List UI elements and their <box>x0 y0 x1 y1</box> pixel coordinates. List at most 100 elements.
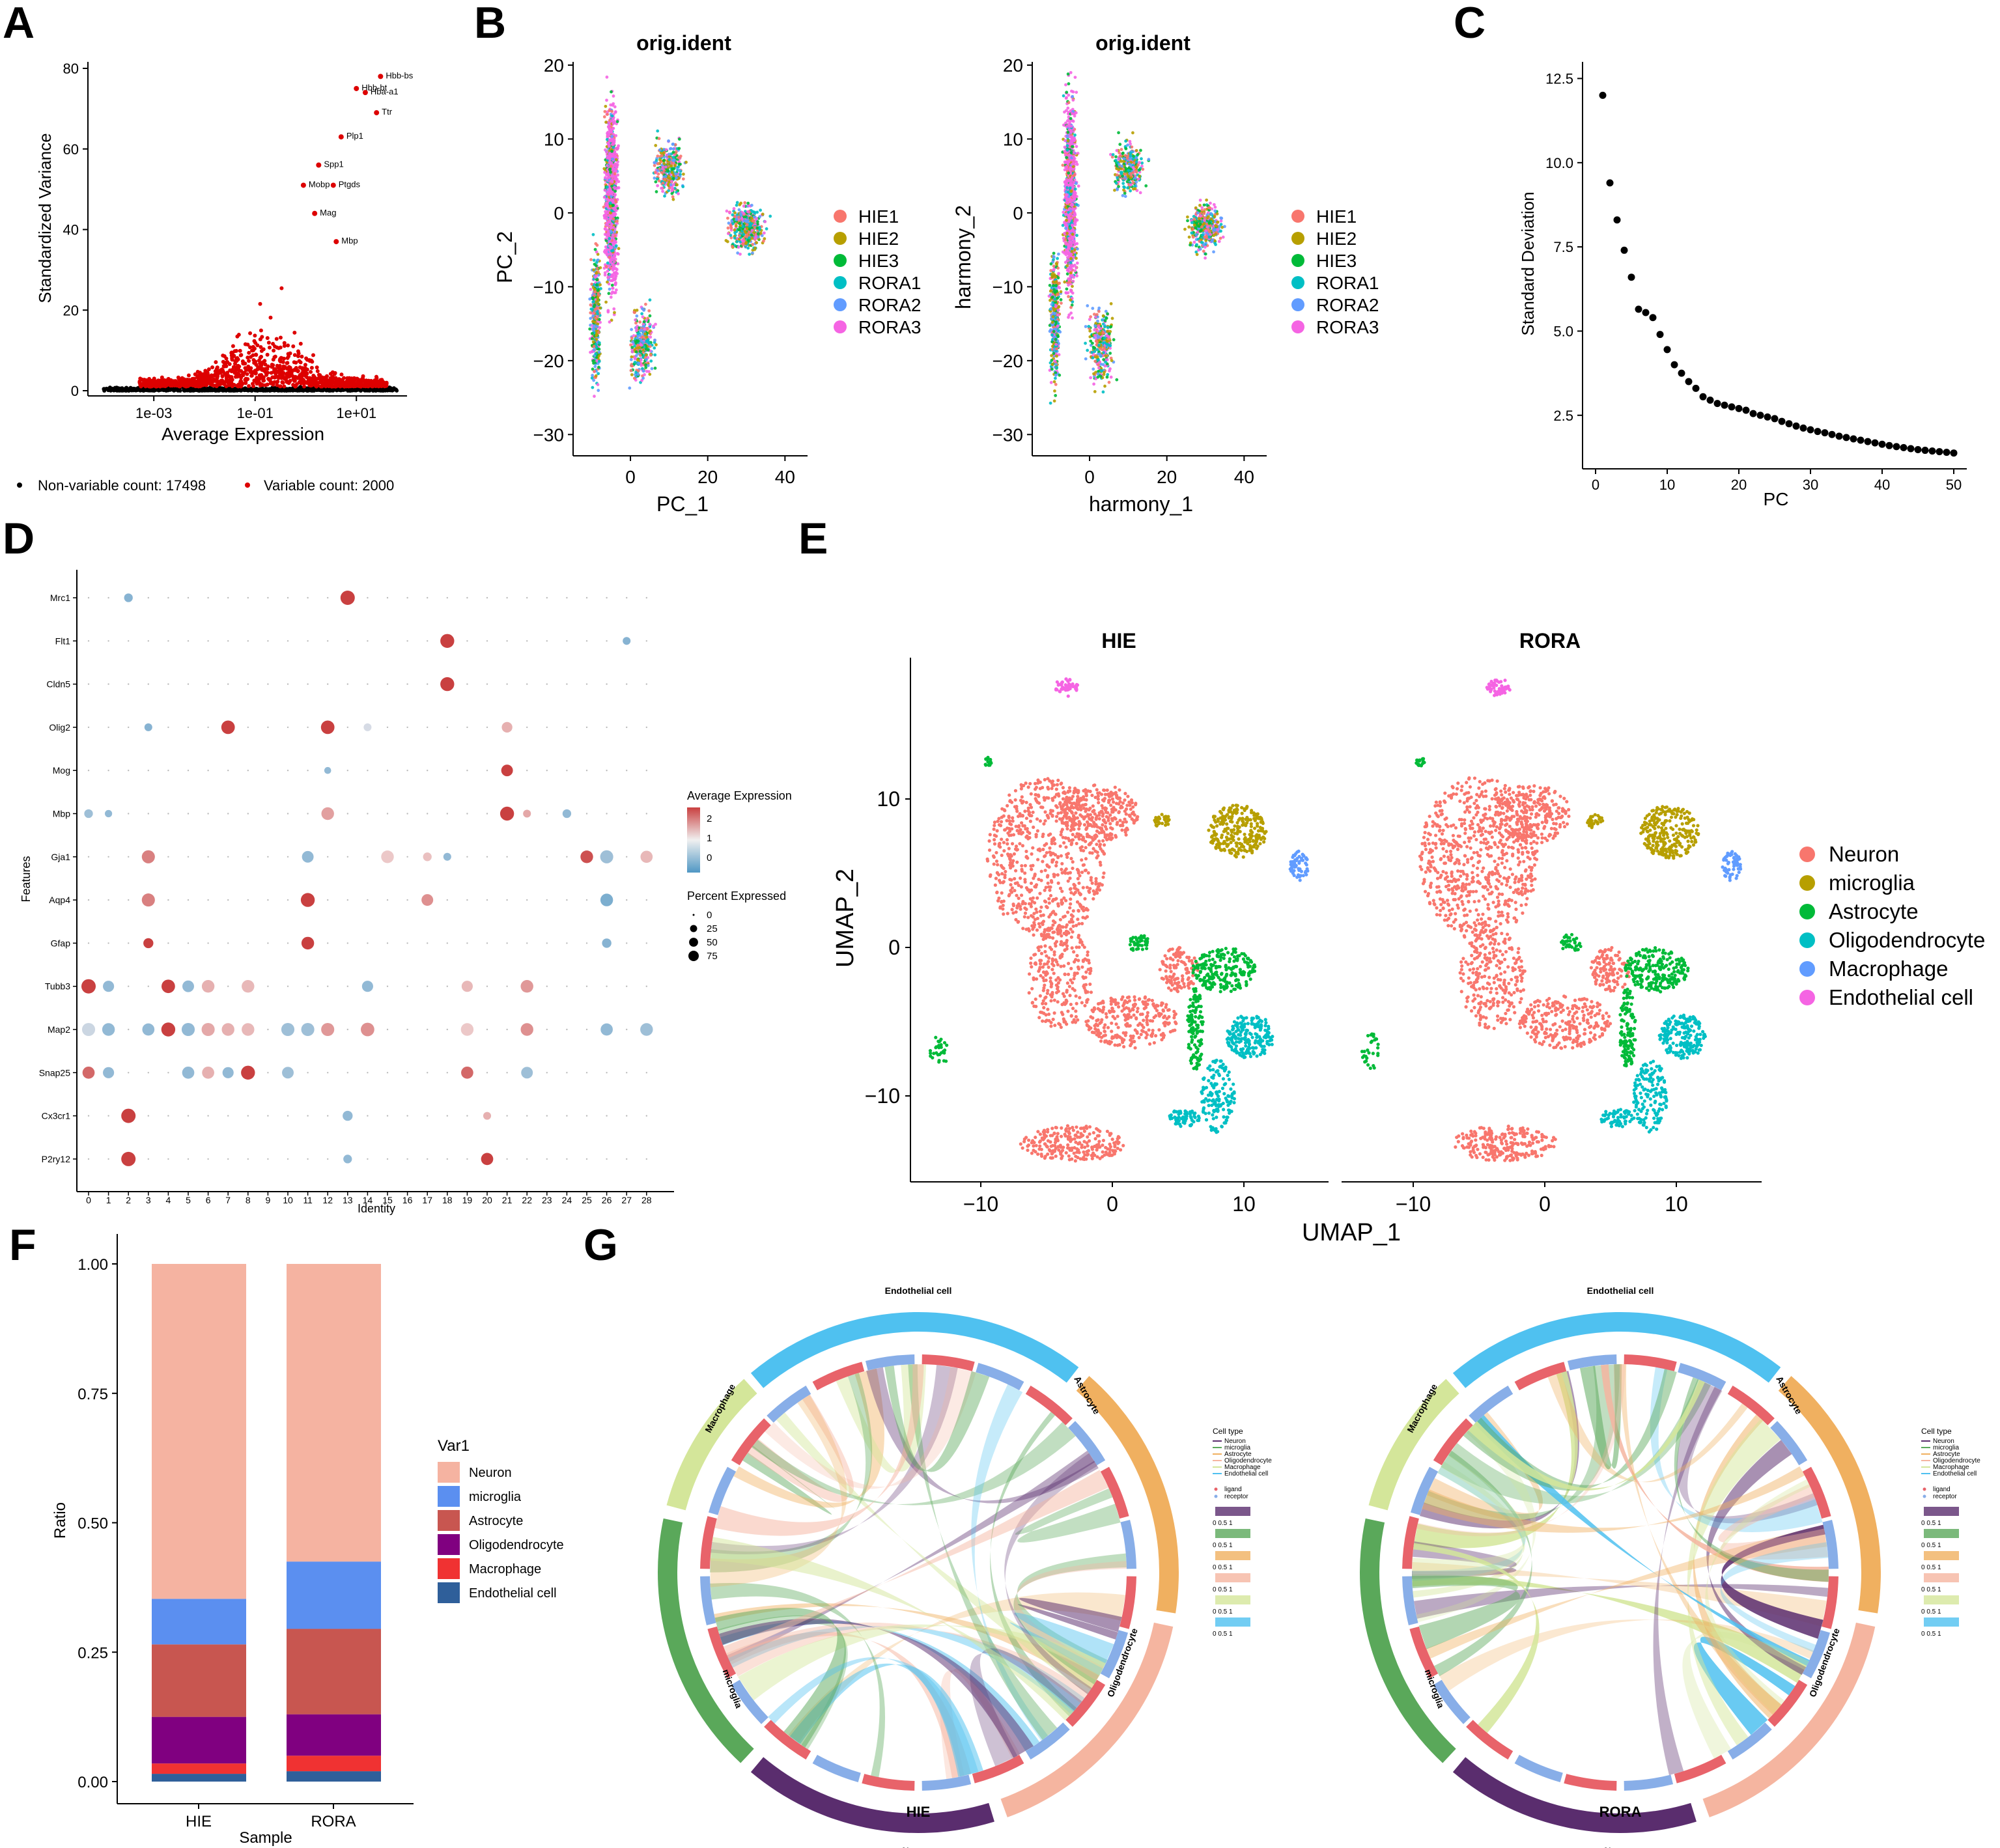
sample-point <box>1186 219 1189 223</box>
sample-point <box>638 333 642 337</box>
sample-point <box>605 150 608 154</box>
sample-point <box>725 209 729 213</box>
variable-point <box>292 353 297 357</box>
a-ytick-label: 60 <box>63 141 79 158</box>
sample-point <box>677 147 681 150</box>
variable-point <box>309 370 313 374</box>
variable-point <box>299 375 303 380</box>
variable-point <box>358 382 362 387</box>
sample-point <box>654 180 658 184</box>
variable-point <box>208 378 213 382</box>
sample-point <box>597 359 601 363</box>
sample-point <box>610 114 614 118</box>
nonvariable-point <box>379 388 384 393</box>
labeled-gene-point <box>316 162 322 168</box>
variable-point <box>330 380 335 385</box>
variable-point <box>225 374 230 378</box>
sample-point <box>661 189 665 193</box>
variable-point <box>285 361 290 365</box>
b-xtick-label: 20 <box>1157 467 1177 487</box>
labeled-gene-label: Hba-a1 <box>371 87 399 96</box>
sample-point <box>750 233 754 237</box>
sample-point <box>604 300 608 304</box>
sample-point <box>604 104 608 108</box>
sample-point <box>746 201 750 205</box>
variable-point <box>205 371 210 376</box>
variable-point <box>206 367 211 372</box>
sample-point <box>737 234 741 238</box>
variable-point <box>147 384 151 389</box>
sample-point <box>638 354 642 357</box>
variable-point <box>239 380 244 384</box>
nonvariable-point <box>246 387 251 392</box>
sample-point <box>733 215 737 219</box>
sample-point <box>591 315 595 318</box>
sample-point <box>593 320 597 324</box>
variable-point <box>259 328 263 333</box>
labeled-gene-label: Mag <box>320 208 336 217</box>
sample-point <box>593 369 597 373</box>
sample-point <box>603 271 607 275</box>
sample-point <box>750 229 754 232</box>
variable-point <box>333 376 338 381</box>
nonvariable-point <box>215 388 219 393</box>
sample-point <box>596 383 600 387</box>
sample-point <box>608 217 612 221</box>
sample-point <box>733 228 737 232</box>
sample-point <box>610 90 613 94</box>
sample-point <box>661 181 665 185</box>
sample-point <box>743 229 747 233</box>
sample-point <box>675 183 679 187</box>
sample-point <box>737 216 740 219</box>
sample-point <box>590 337 594 341</box>
sample-point <box>590 331 594 335</box>
sample-point <box>755 217 759 221</box>
sample-point <box>610 283 614 287</box>
sample-point <box>653 176 656 180</box>
sample-point <box>605 217 609 221</box>
sample-point <box>615 120 619 124</box>
sample-point <box>761 212 765 216</box>
sample-point <box>641 315 645 319</box>
sample-point <box>735 201 739 204</box>
variable-point <box>310 376 315 381</box>
nonvariable-point <box>128 387 133 391</box>
variable-point <box>286 352 290 356</box>
sample-point <box>614 200 618 204</box>
nonvariable-point <box>227 388 231 393</box>
nonvariable-point <box>102 387 106 391</box>
panel-label-g: G <box>584 1220 618 1270</box>
sample-point <box>613 282 617 286</box>
sample-point <box>653 171 657 175</box>
sample-point <box>611 287 614 290</box>
sample-point <box>610 150 613 153</box>
sample-point <box>744 242 748 245</box>
sample-point <box>609 279 613 283</box>
sample-point <box>591 327 595 331</box>
sample-point <box>611 143 614 147</box>
sample-point <box>662 161 666 165</box>
nonvariable-point <box>134 387 138 392</box>
variable-point <box>276 376 281 380</box>
sample-point <box>617 247 621 251</box>
sample-point <box>754 246 757 250</box>
sample-point <box>610 135 614 138</box>
sample-point <box>635 308 639 312</box>
variable-point <box>258 384 262 388</box>
variable-point <box>272 375 277 380</box>
variable-point <box>234 367 238 372</box>
sample-point <box>733 236 737 240</box>
sample-point <box>611 249 615 252</box>
sample-point <box>608 201 612 205</box>
variable-point <box>261 375 266 380</box>
sample-point <box>671 197 675 201</box>
sample-point <box>635 314 639 318</box>
sample-point <box>671 195 675 199</box>
nonvariable-point <box>124 386 128 391</box>
b-ytick-label: −10 <box>533 277 565 297</box>
sample-point <box>593 287 597 291</box>
sample-point <box>605 234 609 238</box>
sample-point <box>595 324 599 328</box>
variable-point <box>259 361 264 365</box>
